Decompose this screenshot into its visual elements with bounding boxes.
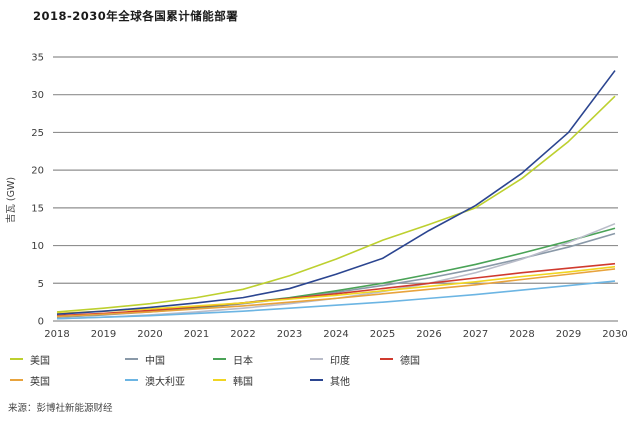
- series-line-韩国: [56, 265, 616, 315]
- series-line-美国: [56, 95, 616, 313]
- y-tick-label: 5: [38, 279, 44, 290]
- legend-swatch-日本: [213, 358, 226, 360]
- y-tick-label: 35: [31, 52, 44, 63]
- legend-label: 其他: [330, 376, 350, 388]
- chart-title: 2018-2030年全球各国累计储能部署: [33, 9, 239, 23]
- legend-item-澳大利亚: 澳大利亚: [125, 373, 185, 388]
- legend-swatch-德国: [380, 358, 393, 360]
- y-tick-label: 15: [31, 203, 44, 214]
- x-tick-label: 2027: [463, 329, 488, 340]
- legend-swatch-印度: [310, 358, 323, 360]
- series-line-英国: [56, 268, 616, 318]
- y-tick-label: 0: [38, 317, 44, 328]
- legend-label: 韩国: [233, 376, 253, 388]
- legend-label: 英国: [30, 376, 50, 388]
- legend-item-中国: 中国: [125, 352, 165, 367]
- series-line-其他: [56, 70, 616, 316]
- legend-swatch-中国: [125, 358, 138, 360]
- x-tick-label: 2029: [556, 329, 581, 340]
- legend-swatch-韩国: [213, 379, 226, 381]
- legend-label: 德国: [400, 355, 420, 367]
- legend-item-印度: 印度: [310, 352, 350, 367]
- legend-item-其他: 其他: [310, 373, 350, 388]
- legend-item-日本: 日本: [213, 352, 253, 367]
- legend-item-英国: 英国: [10, 373, 50, 388]
- y-tick-label: 30: [31, 90, 44, 101]
- legend-swatch-澳大利亚: [125, 379, 138, 381]
- legend-label: 中国: [145, 355, 165, 367]
- legend-swatch-其他: [310, 379, 323, 381]
- y-tick-label: 20: [31, 166, 44, 177]
- y-tick-label: 10: [31, 241, 44, 252]
- legend-swatch-英国: [10, 379, 23, 381]
- x-tick-label: 2023: [277, 329, 302, 340]
- legend-label: 美国: [30, 355, 50, 367]
- x-tick-label: 2024: [323, 329, 348, 340]
- series-line-德国: [56, 262, 616, 317]
- chart-legend: 美国 中国 日本 印度 德国英国 澳大利亚 韩国 其他: [0, 352, 640, 398]
- x-tick-label: 2030: [602, 329, 627, 340]
- source-attribution: 来源：彭博社新能源财经: [8, 403, 113, 414]
- x-tick-label: 2025: [370, 329, 395, 340]
- legend-item-韩国: 韩国: [213, 373, 253, 388]
- legend-swatch-美国: [10, 358, 23, 360]
- y-axis-label: 吉瓦 (GW): [6, 177, 17, 223]
- legend-label: 日本: [233, 355, 253, 367]
- x-tick-label: 2020: [137, 329, 162, 340]
- x-tick-label: 2018: [44, 329, 69, 340]
- x-tick-label: 2028: [509, 329, 534, 340]
- legend-item-德国: 德国: [380, 352, 420, 367]
- x-tick-label: 2026: [416, 329, 441, 340]
- x-tick-label: 2022: [230, 329, 255, 340]
- y-tick-label: 25: [31, 128, 44, 139]
- x-tick-label: 2021: [184, 329, 209, 340]
- legend-label: 印度: [330, 355, 350, 367]
- x-tick-label: 2019: [91, 329, 116, 340]
- legend-item-美国: 美国: [10, 352, 50, 367]
- legend-label: 澳大利亚: [145, 376, 185, 388]
- series-line-澳大利亚: [56, 280, 616, 320]
